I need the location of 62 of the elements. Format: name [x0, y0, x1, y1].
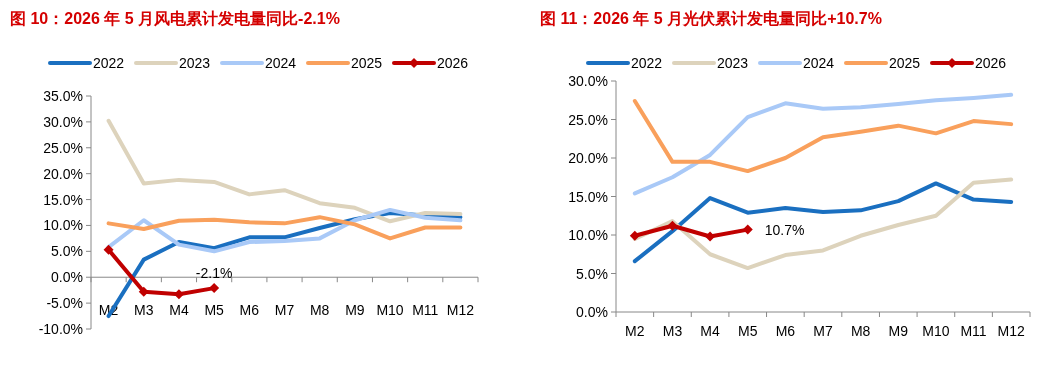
point — [629, 230, 640, 241]
legend-label: 2023 — [179, 55, 211, 71]
y-tick-label: -5.0% — [46, 295, 83, 312]
y-tick-label: 0.0% — [576, 304, 608, 320]
y-tick-label: 20.0% — [568, 150, 608, 166]
x-tick-label: M5 — [738, 323, 758, 339]
y-tick-label: 25.0% — [43, 139, 83, 156]
legend-label: 2026 — [975, 55, 1007, 71]
y-tick-label: 10.0% — [568, 227, 608, 243]
x-tick-label: M5 — [204, 302, 225, 319]
x-tick-label: M9 — [888, 323, 909, 339]
x-tick-label: M12 — [446, 302, 475, 319]
data-label: 10.7% — [764, 221, 805, 238]
y-tick-label: -10.0% — [38, 321, 83, 337]
line-series — [632, 99, 1014, 174]
y-tick-label: 0.0% — [51, 269, 83, 286]
x-tick-label: M9 — [345, 302, 365, 319]
line-series — [106, 215, 463, 241]
legend-label: 2025 — [351, 55, 383, 71]
x-tick-label: M8 — [309, 302, 330, 319]
y-tick-label: 30.0% — [568, 73, 608, 89]
point — [705, 231, 716, 242]
legend-label: 2024 — [265, 55, 297, 71]
legend-label: 2022 — [631, 55, 663, 71]
point — [209, 283, 220, 294]
x-tick-label: M4 — [169, 302, 189, 319]
y-tick-label: 25.0% — [568, 111, 608, 128]
x-tick-label: M7 — [813, 323, 833, 339]
x-tick-label: M11 — [412, 302, 439, 319]
line-series — [106, 118, 463, 224]
y-tick-label: 15.0% — [568, 188, 608, 205]
point — [742, 224, 753, 235]
x-tick-label: M10 — [376, 302, 404, 319]
x-tick-label: M6 — [239, 302, 260, 319]
legend-label: 2025 — [889, 55, 921, 71]
x-tick-label: M7 — [274, 302, 295, 319]
x-tick-label: M8 — [850, 323, 871, 339]
x-tick-label: M4 — [700, 323, 721, 339]
y-tick-label: 20.0% — [43, 165, 83, 182]
legend-label: 2024 — [803, 55, 835, 71]
x-tick-label: M2 — [625, 323, 645, 339]
x-tick-label: M10 — [922, 323, 950, 339]
y-tick-label: 5.0% — [576, 265, 608, 282]
legend-label: 2022 — [93, 55, 125, 71]
data-label: -2.1% — [195, 265, 233, 282]
y-tick-label: 35.0% — [43, 88, 83, 104]
y-tick-label: 10.0% — [43, 217, 83, 234]
legend-label: 2026 — [437, 55, 469, 71]
chart-title: 图 10：2026 年 5 月风电累计发电量同比-2.1% — [10, 10, 340, 27]
x-tick-label: M11 — [960, 323, 987, 339]
legend-label: 2023 — [717, 55, 749, 71]
point — [103, 244, 114, 255]
x-tick-label: M12 — [997, 323, 1026, 339]
x-tick-label: M3 — [134, 302, 154, 319]
y-tick-label: 30.0% — [43, 113, 83, 130]
x-tick-label: M6 — [775, 323, 796, 339]
x-tick-label: M3 — [662, 323, 683, 339]
point — [667, 220, 678, 231]
chart-title: 图 11：2026 年 5 月光伏累计发电量同比+10.7% — [540, 10, 882, 27]
y-tick-label: 15.0% — [43, 191, 83, 208]
line-series — [632, 92, 1014, 196]
y-tick-label: 5.0% — [51, 243, 83, 260]
